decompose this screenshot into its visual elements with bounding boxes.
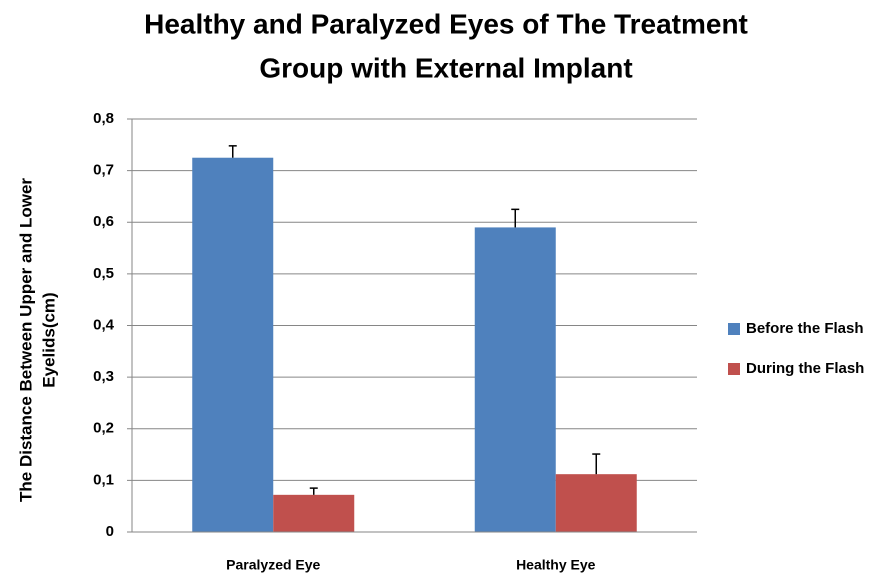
legend-swatch	[728, 323, 740, 335]
bar	[474, 227, 556, 532]
y-tick-label: 0,3	[93, 368, 114, 385]
y-tick-label: 0,4	[93, 316, 115, 333]
bar	[192, 157, 274, 532]
y-tick-label: 0,8	[93, 110, 114, 127]
error-bar	[592, 453, 601, 475]
error-bar	[511, 208, 520, 228]
y-tick-label: 0	[106, 523, 114, 540]
legend-label: Before the Flash	[746, 320, 864, 337]
bar	[273, 494, 355, 532]
chart-title: Healthy and Paralyzed Eyes of The Treatm…	[144, 8, 748, 39]
y-tick-label: 0,7	[93, 162, 114, 179]
bar	[555, 474, 637, 532]
y-tick-label: 0,2	[93, 420, 114, 437]
y-axis-label: Eyelids(cm)	[39, 292, 58, 387]
chart-title: Group with External Implant	[259, 52, 632, 83]
x-tick-label: Paralyzed Eye	[226, 557, 320, 573]
y-axis-label: The Distance Between Upper and Lower	[16, 178, 35, 502]
y-tick-label: 0,6	[93, 213, 114, 230]
y-tick-label: 0,1	[93, 471, 114, 488]
x-tick-label: Healthy Eye	[516, 557, 596, 573]
error-bar	[228, 145, 237, 158]
y-tick-label: 0,5	[93, 265, 114, 282]
legend-swatch	[728, 363, 740, 375]
error-bar	[309, 487, 318, 495]
legend-label: During the Flash	[746, 360, 864, 377]
